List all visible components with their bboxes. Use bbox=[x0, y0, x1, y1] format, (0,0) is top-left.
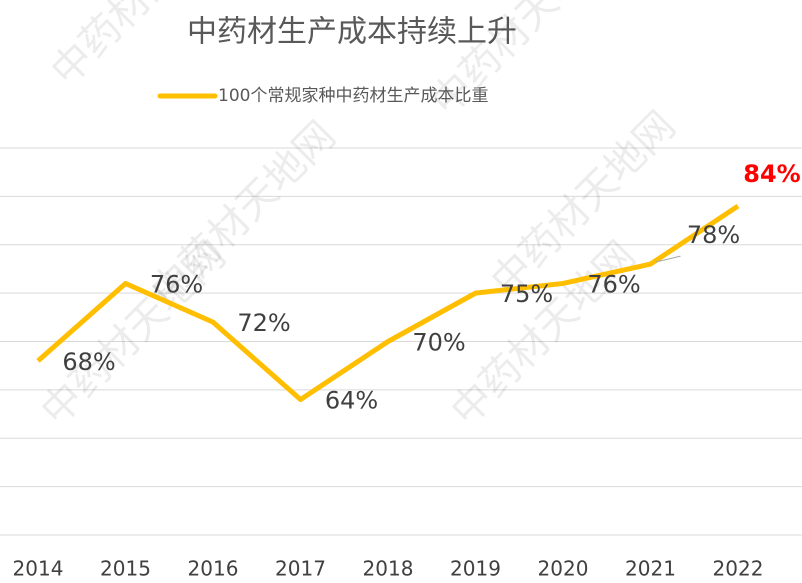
data-label: 76% bbox=[587, 270, 640, 298]
x-tick-label: 2019 bbox=[450, 557, 501, 581]
data-label: 64% bbox=[325, 387, 378, 415]
data-label: 68% bbox=[62, 348, 115, 376]
x-tick-label: 2018 bbox=[363, 557, 414, 581]
legend-label: 100个常规家种中药材生产成本比重 bbox=[218, 86, 488, 106]
x-tick-label: 2016 bbox=[188, 557, 239, 581]
data-label: 78% bbox=[687, 221, 740, 249]
data-label: 70% bbox=[412, 329, 465, 357]
line bbox=[36, 203, 740, 403]
leader-line bbox=[655, 255, 681, 263]
x-tick-label: 2017 bbox=[275, 557, 326, 581]
chart-title: 中药材生产成本持续上升 bbox=[187, 15, 517, 50]
data-label: 72% bbox=[237, 309, 290, 337]
x-tick-label: 2021 bbox=[625, 557, 676, 581]
data-label: 75% bbox=[500, 280, 553, 308]
x-tick-label: 2015 bbox=[100, 557, 151, 581]
x-tick-label: 2014 bbox=[13, 557, 64, 581]
data-label: 76% bbox=[150, 270, 203, 298]
data-label: 84% bbox=[743, 160, 800, 188]
x-tick-label: 2020 bbox=[538, 557, 589, 581]
x-tick-label: 2022 bbox=[713, 557, 764, 581]
